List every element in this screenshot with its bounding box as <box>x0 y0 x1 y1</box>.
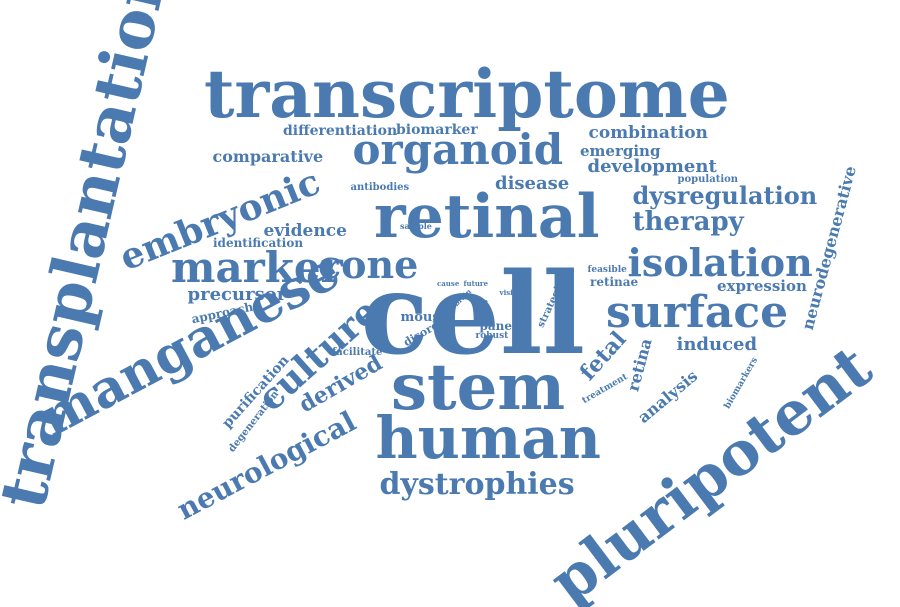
word-retinae: retinae <box>590 275 639 289</box>
word-emerging: emerging <box>580 141 661 160</box>
word-vision: vision <box>499 287 523 297</box>
word-isolation: isolation <box>627 240 813 285</box>
word-role: role <box>472 296 488 306</box>
word-feasible: feasible <box>587 264 627 275</box>
word-therapy: therapy <box>632 207 744 237</box>
word-evidence: evidence <box>263 220 347 241</box>
word-population: population <box>677 174 739 185</box>
word-cell: cell <box>360 249 586 380</box>
word-dysregulation: dysregulation <box>632 181 818 210</box>
word-antibodies: antibodies <box>350 182 410 193</box>
word-combination: combination <box>588 122 708 143</box>
word-expression: expression <box>717 276 807 295</box>
word-comparative: comparative <box>212 147 324 166</box>
word-precursor: precursor <box>187 284 287 305</box>
word-transcriptome: transcriptome <box>204 55 730 133</box>
word-organoid: organoid <box>352 125 564 174</box>
word-induced: induced <box>676 334 758 355</box>
word-mouse: mouse <box>400 309 448 325</box>
word-dystrophies: dystrophies <box>379 467 575 502</box>
word-cone: cone <box>318 242 419 287</box>
word-future: future <box>463 278 489 288</box>
word-sample: sample <box>400 221 432 231</box>
word-differentiation: differentiation <box>283 123 398 139</box>
word-facilitate: facilitate <box>332 347 383 358</box>
word-human: human <box>375 404 601 472</box>
word-biomarker: biomarker <box>396 122 478 138</box>
word-surface: surface <box>606 287 789 338</box>
word-marker: marker <box>171 243 343 292</box>
word-development: development <box>587 156 717 177</box>
word-identification: identification <box>213 236 304 250</box>
word-disease: disease <box>495 173 570 194</box>
word-cause: cause <box>437 278 460 288</box>
word-panel: panel <box>479 319 517 333</box>
word-robust: robust <box>475 330 509 341</box>
word-retinal: retinal <box>374 182 600 252</box>
word-neurological: neurological <box>171 404 361 527</box>
word-stem: stem <box>391 350 566 425</box>
